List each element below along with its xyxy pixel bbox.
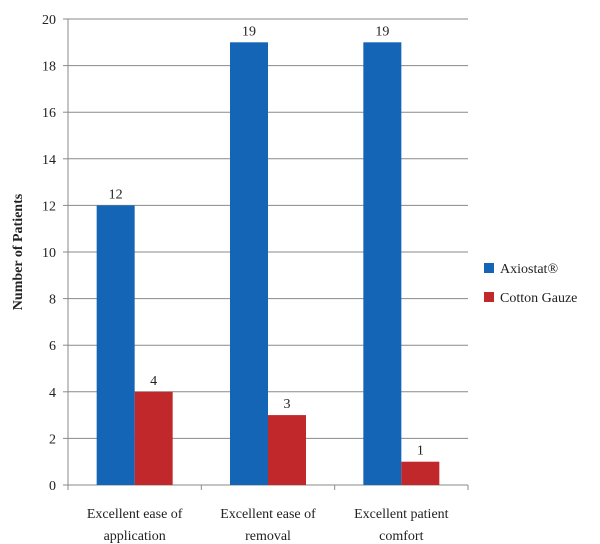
bar <box>363 42 402 486</box>
y-tick-labels: 0 2 4 6 8 10 12 14 16 18 20 <box>42 13 56 494</box>
bar <box>268 415 306 485</box>
bar <box>230 42 268 486</box>
data-label: 4 <box>150 374 157 389</box>
legend-label: Cotton Gauze <box>500 291 577 306</box>
y-tick-label: 2 <box>49 432 56 447</box>
data-labels: 12 4 19 3 19 1 <box>109 24 424 458</box>
legend: Axiostat® Cotton Gauze <box>484 262 577 306</box>
y-tick-label: 8 <box>49 293 56 308</box>
bar <box>96 205 135 485</box>
x-category-label: removal <box>245 529 291 544</box>
data-label: 12 <box>109 187 123 202</box>
y-axis-title: Number of Patients <box>11 193 26 310</box>
x-category-label: Excellent ease of <box>87 507 183 522</box>
x-category-label: Excellent patient <box>354 507 449 522</box>
legend-swatch <box>484 292 494 302</box>
y-tick-label: 10 <box>42 246 56 261</box>
x-category-labels: Excellent ease of application Excellent ea… <box>87 507 449 544</box>
legend-label: Axiostat® <box>500 262 558 277</box>
y-tick-label: 6 <box>49 339 56 354</box>
y-tick-label: 12 <box>42 199 56 214</box>
bars <box>96 42 440 486</box>
x-category-label: comfort <box>379 529 423 544</box>
data-label: 19 <box>242 24 256 39</box>
y-tick-label: 18 <box>42 60 56 75</box>
data-label: 19 <box>375 24 389 39</box>
legend-swatch <box>484 263 494 273</box>
y-tick-label: 0 <box>49 479 56 494</box>
bar <box>401 461 440 485</box>
data-label: 3 <box>284 397 291 412</box>
data-label: 1 <box>417 444 424 459</box>
y-tick-label: 20 <box>42 13 56 28</box>
y-tick-label: 4 <box>49 386 56 401</box>
x-category-label: Excellent ease of <box>220 507 316 522</box>
x-category-label: application <box>104 529 166 544</box>
bar <box>134 391 173 485</box>
y-tick-label: 16 <box>42 106 56 121</box>
y-tick-label: 14 <box>42 153 56 168</box>
